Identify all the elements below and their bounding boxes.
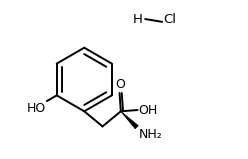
Text: O: O (115, 78, 125, 91)
Text: NH₂: NH₂ (139, 128, 162, 142)
Text: Cl: Cl (164, 13, 177, 26)
Text: H: H (133, 13, 143, 26)
Polygon shape (121, 111, 138, 129)
Text: HO: HO (27, 102, 46, 115)
Text: OH: OH (138, 104, 157, 117)
